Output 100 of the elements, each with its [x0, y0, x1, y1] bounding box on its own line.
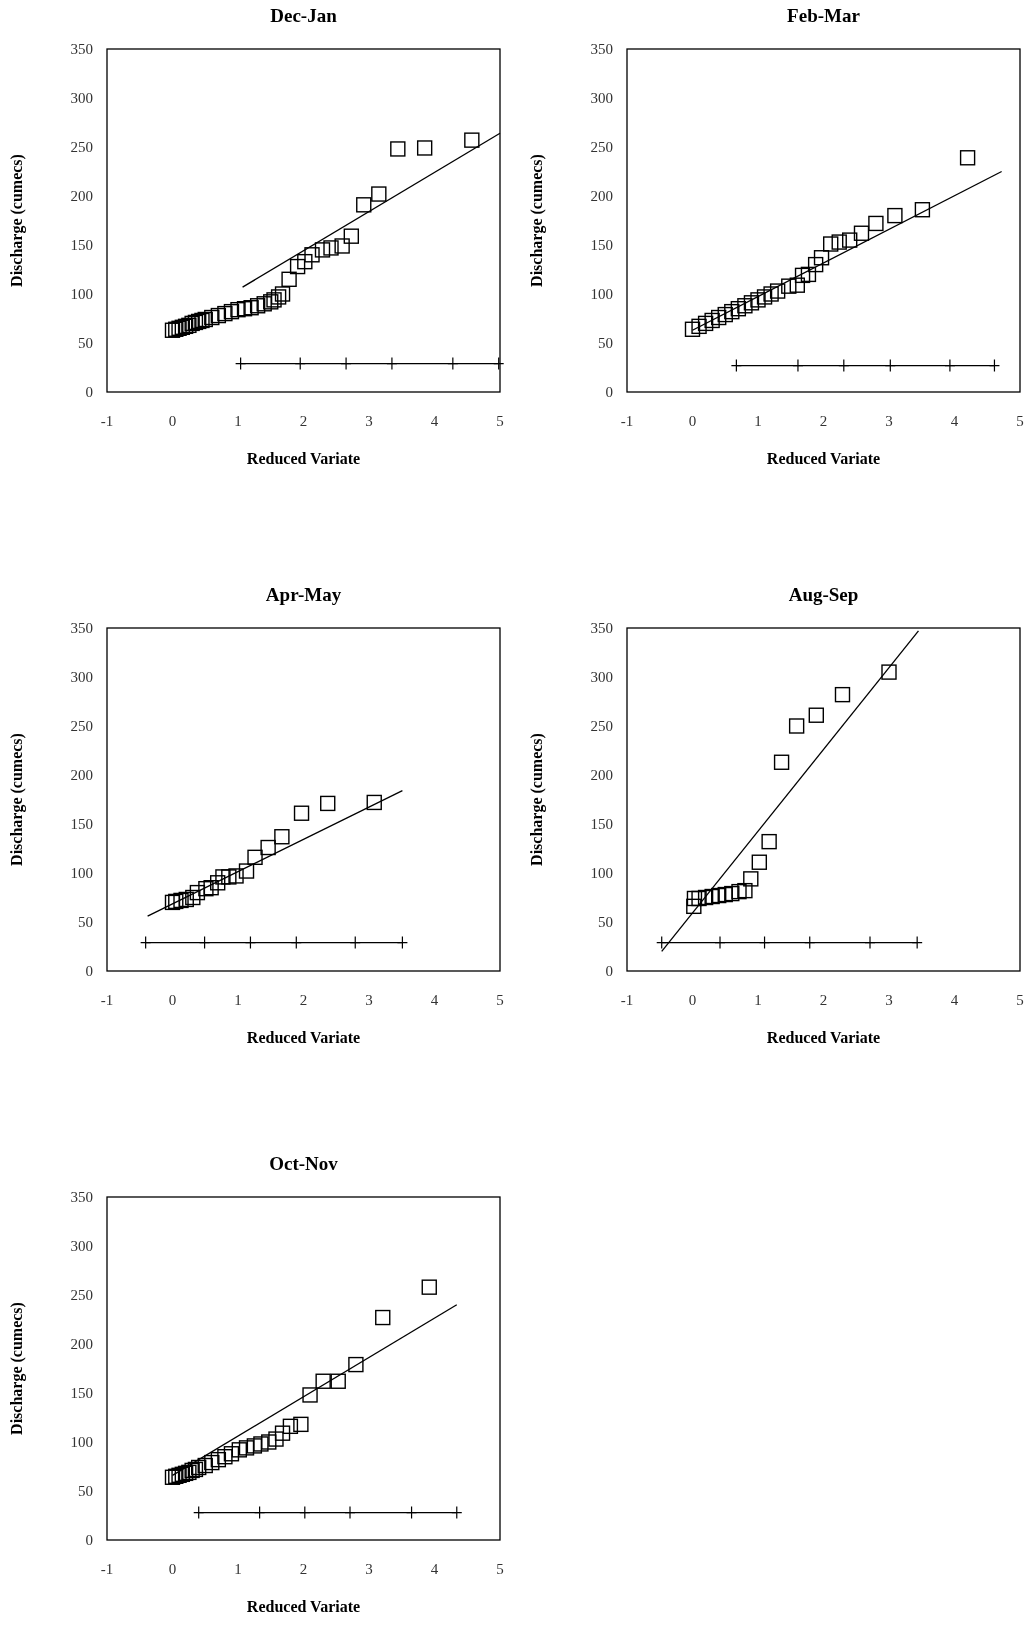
point	[217, 305, 233, 322]
x-tick-label: 1	[754, 992, 762, 1008]
point	[140, 935, 152, 950]
x-tick-label: 3	[885, 413, 893, 429]
point	[868, 215, 884, 232]
point	[724, 885, 740, 902]
point	[223, 1446, 240, 1462]
point	[185, 889, 201, 906]
point	[864, 935, 876, 950]
point	[238, 863, 255, 879]
point	[260, 839, 276, 856]
point	[314, 242, 331, 258]
point	[238, 1440, 255, 1456]
y-tick-label: 250	[70, 139, 93, 156]
point	[235, 356, 247, 371]
point	[853, 225, 870, 241]
point	[204, 1454, 220, 1471]
point	[334, 238, 350, 254]
point	[416, 140, 433, 156]
point	[246, 1438, 263, 1454]
point	[249, 298, 266, 314]
point	[191, 1459, 207, 1476]
point	[247, 849, 263, 866]
y-tick-label: 350	[70, 1189, 93, 1206]
y-axis-title: Discharge (cumecs)	[528, 733, 546, 866]
point	[792, 358, 804, 373]
point	[684, 321, 701, 337]
point	[789, 277, 805, 293]
chart-title: Feb-Mar	[787, 5, 861, 26]
point	[236, 301, 253, 317]
y-tick-label: 0	[85, 1532, 93, 1549]
y-axis-title: Discharge (cumecs)	[528, 154, 546, 287]
point	[834, 686, 851, 703]
x-tick-label: 3	[885, 992, 893, 1008]
y-tick-label: 300	[590, 90, 613, 107]
x-tick-label: 0	[168, 1561, 177, 1577]
x-tick-label: 3	[365, 992, 373, 1008]
x-tick-label: 0	[688, 992, 697, 1008]
point	[743, 871, 759, 887]
point	[187, 1461, 204, 1478]
point	[371, 186, 387, 202]
point	[282, 1418, 299, 1435]
point	[813, 250, 830, 266]
point	[396, 935, 409, 950]
point	[199, 935, 211, 950]
point	[210, 307, 227, 324]
point	[697, 889, 714, 906]
point	[390, 141, 406, 157]
point	[330, 1373, 346, 1389]
point	[302, 1387, 318, 1403]
point	[189, 884, 206, 901]
point	[274, 829, 290, 845]
point	[758, 935, 771, 950]
point	[884, 358, 896, 373]
point	[773, 754, 790, 770]
point	[221, 869, 237, 885]
point	[348, 1356, 364, 1373]
x-tick-label: 5	[496, 992, 504, 1008]
point	[164, 322, 181, 338]
y-tick-label: 250	[70, 1287, 93, 1304]
y-tick-label: 150	[590, 816, 613, 833]
point	[493, 356, 505, 371]
point	[198, 880, 214, 897]
point	[164, 1469, 181, 1485]
point	[256, 296, 272, 312]
point	[421, 1279, 437, 1295]
point	[173, 892, 189, 909]
x-tick-label: 1	[234, 413, 242, 429]
x-axis-title: Reduced Variate	[246, 1029, 361, 1046]
point	[731, 883, 747, 900]
point	[320, 795, 336, 812]
x-tick-label: -1	[620, 992, 634, 1008]
point	[842, 232, 858, 248]
x-tick-label: 0	[168, 992, 177, 1008]
x-tick-label: 0	[688, 413, 697, 429]
point	[215, 869, 231, 885]
y-tick-label: 200	[590, 767, 613, 784]
x-tick-label: 4	[430, 992, 439, 1008]
point	[769, 283, 786, 299]
point	[464, 132, 480, 148]
x-tick-label: 1	[234, 992, 242, 1008]
point	[349, 935, 361, 950]
y-tick-label: 300	[70, 1238, 93, 1255]
point	[223, 303, 240, 320]
point	[691, 318, 707, 335]
x-tick-label: 2	[819, 413, 828, 429]
point	[959, 150, 976, 166]
x-tick-label: 5	[496, 413, 504, 429]
x-tick-label: 4	[950, 992, 959, 1008]
point	[711, 309, 727, 326]
point	[763, 286, 779, 302]
x-tick-label: 2	[299, 413, 308, 429]
point	[451, 1505, 463, 1520]
point	[193, 1505, 205, 1520]
x-axis-title: Reduced Variate	[246, 450, 361, 467]
y-tick-label: 200	[70, 767, 93, 784]
point	[210, 875, 226, 891]
point	[299, 1505, 311, 1520]
x-tick-label: 4	[430, 1561, 439, 1577]
point	[293, 1416, 309, 1433]
